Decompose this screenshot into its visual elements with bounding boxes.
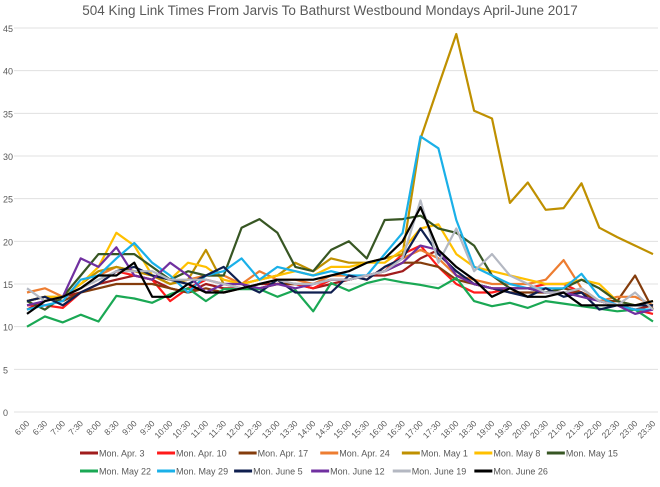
x-tick-label: 13:00	[260, 418, 282, 440]
legend-label: Mon. Apr. 17	[258, 449, 309, 459]
chart-title: 504 King Link Times From Jarvis To Bathu…	[82, 3, 578, 18]
y-tick-label: 10	[3, 323, 13, 333]
series-line-mon-may-8	[26, 223, 654, 307]
x-tick-label: 20:00	[510, 418, 532, 440]
legend-item: Mon. May 29	[157, 467, 228, 477]
series-line-mon-june-19	[26, 199, 654, 311]
legend-label: Mon. June 26	[493, 467, 548, 477]
x-tick-label: 23:30	[635, 418, 657, 440]
legend-item: Mon. June 12	[311, 467, 385, 477]
x-tick-label: 8:00	[84, 418, 103, 437]
x-tick-label: 13:30	[278, 418, 300, 440]
y-tick-label: 20	[3, 237, 13, 247]
x-tick-label: 10:30	[170, 418, 192, 440]
legend-item: Mon. Apr. 10	[157, 449, 227, 459]
y-tick-label: 40	[3, 67, 13, 77]
x-tick-label: 15:00	[331, 418, 353, 440]
legend-label: Mon. Apr. 3	[99, 449, 145, 459]
x-tick-label: 12:00	[224, 418, 246, 440]
x-tick-label: 11:30	[206, 418, 228, 440]
x-tick-label: 10:00	[152, 418, 174, 440]
x-tick-label: 18:00	[439, 418, 461, 440]
x-tick-label: 21:00	[546, 418, 568, 440]
y-tick-label: 15	[3, 280, 13, 290]
legend-item: Mon. May 15	[546, 449, 618, 459]
legend-label: Mon. May 8	[493, 449, 540, 459]
legend-label: Mon. Apr. 24	[339, 449, 390, 459]
x-tick-label: 14:30	[313, 418, 335, 440]
series-line-mon-may-1	[26, 32, 654, 303]
y-tick-label: 35	[3, 109, 13, 119]
y-axis-ticks: 0 5 10 15 20 25 30 35 40 45	[3, 24, 13, 418]
x-tick-label: 14:00	[295, 418, 317, 440]
series-line-mon-june-26	[26, 206, 654, 315]
legend-item: Mon. Apr. 3	[80, 449, 145, 459]
legend-label: Mon. May 29	[176, 467, 228, 477]
series-lines	[26, 32, 654, 328]
legend-label: Mon. June 5	[253, 467, 303, 477]
legend-label: Mon. June 12	[330, 467, 385, 477]
x-tick-label: 20:30	[528, 418, 550, 440]
x-tick-label: 16:30	[385, 418, 407, 440]
x-tick-label: 17:00	[403, 418, 425, 440]
x-tick-label: 17:30	[421, 418, 443, 440]
y-tick-label: 25	[3, 195, 13, 205]
x-tick-label: 6:00	[13, 418, 32, 437]
y-tick-label: 5	[3, 365, 8, 375]
series-line-mon-may-22	[26, 276, 654, 328]
legend-label: Mon. June 19	[412, 467, 467, 477]
legend-label: Mon. Apr. 10	[176, 449, 227, 459]
x-tick-label: 22:00	[582, 418, 604, 440]
legend-label: Mon. May 15	[566, 449, 618, 459]
x-axis-ticks: 6:00 6:30 7:00 7:30 8:00 8:30 9:00 9:3010:0010:…	[13, 418, 658, 440]
y-tick-label: 30	[3, 152, 13, 162]
x-tick-label: 7:30	[66, 418, 85, 437]
x-tick-label: 19:00	[474, 418, 496, 440]
legend: Mon. Apr. 3 Mon. Apr. 10 Mon. Apr. 17 Mon. …	[80, 449, 618, 477]
y-tick-label: 0	[3, 408, 8, 418]
x-tick-label: 8:30	[102, 418, 121, 437]
x-tick-label: 22:30	[600, 418, 622, 440]
x-tick-label: 18:30	[456, 418, 478, 440]
legend-item: Mon. June 26	[474, 467, 548, 477]
x-tick-label: 9:00	[120, 418, 139, 437]
gridlines	[14, 27, 658, 413]
x-tick-label: 21:30	[564, 418, 586, 440]
x-tick-label: 7:00	[48, 418, 67, 437]
legend-item: Mon. Apr. 17	[238, 449, 309, 459]
legend-item: Mon. Apr. 24	[320, 449, 390, 459]
legend-item: Mon. June 5	[234, 467, 303, 477]
x-tick-label: 19:30	[492, 418, 514, 440]
legend-item: Mon. May 8	[474, 449, 540, 459]
x-tick-label: 11:00	[189, 418, 211, 440]
series-line-mon-june-5	[26, 227, 653, 311]
legend-item: Mon. May 1	[401, 449, 468, 459]
x-tick-label: 16:00	[367, 418, 389, 440]
legend-item: Mon. May 22	[80, 467, 151, 477]
x-tick-label: 23:00	[617, 418, 639, 440]
x-tick-label: 6:30	[31, 418, 50, 437]
x-tick-label: 12:30	[242, 418, 264, 440]
legend-item: Mon. June 19	[392, 467, 467, 477]
legend-label: Mon. May 1	[421, 449, 468, 459]
legend-label: Mon. May 22	[99, 467, 151, 477]
y-tick-label: 45	[3, 24, 13, 34]
x-tick-label: 15:30	[349, 418, 371, 440]
